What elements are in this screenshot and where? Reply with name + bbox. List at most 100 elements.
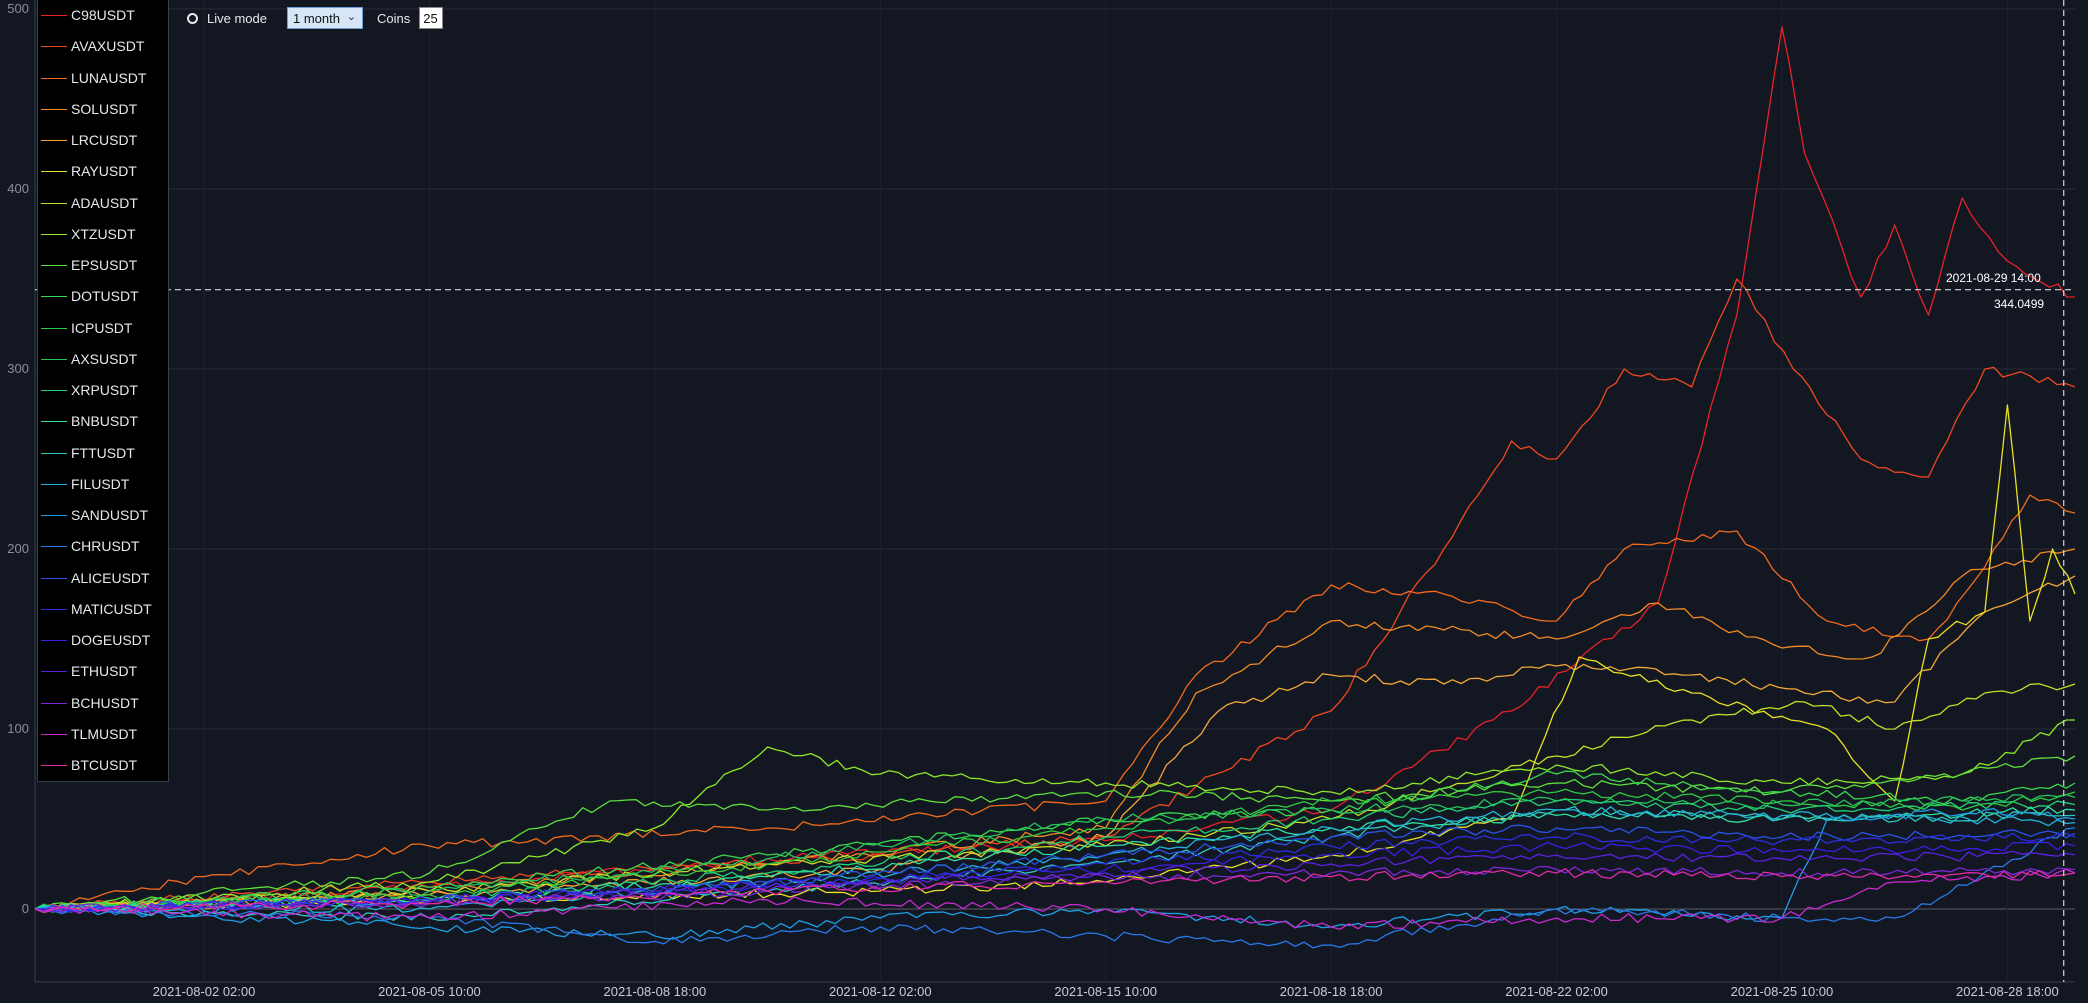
legend-item[interactable]: FILUSDT [38, 469, 168, 500]
legend-item[interactable]: C98USDT [38, 0, 168, 31]
chart-series [34, 26, 2076, 949]
legend-swatch [41, 577, 67, 579]
legend-swatch [41, 483, 67, 485]
y-tick-label: 200 [7, 541, 29, 556]
legend-label: CHRUSDT [71, 538, 140, 555]
legend-swatch [41, 233, 67, 235]
coins-label: Coins [376, 10, 411, 26]
legend-label: LRCUSDT [71, 132, 138, 148]
series-line [34, 850, 2076, 913]
legend-swatch [41, 202, 67, 204]
legend-swatch [41, 108, 67, 110]
x-tick-label: 2021-08-12 02:00 [829, 984, 932, 999]
legend-label: SANDUSDT [71, 507, 149, 523]
crosshair-time-label: 2021-08-29 14:00 [1946, 271, 2041, 285]
legend-item[interactable]: DOGEUSDT [38, 625, 168, 656]
legend-swatch [41, 671, 67, 673]
legend-label: XRPUSDT [71, 382, 138, 398]
live-mode-radio[interactable] [187, 12, 198, 24]
series-line [34, 865, 2076, 914]
legend-item[interactable]: XTZUSDT [38, 219, 168, 250]
legend-item[interactable]: RAYUSDT [38, 156, 168, 187]
legend-label: MATICUSDT [71, 600, 152, 617]
x-tick-label: 2021-08-05 10:00 [378, 984, 481, 999]
legend-label: BCHUSDT [71, 694, 139, 711]
legend-swatch [41, 265, 67, 266]
chart-grid [34, 0, 2075, 983]
series-line [34, 755, 2076, 912]
coins-input[interactable]: 25 [419, 7, 444, 29]
legend-label: TLMUSDT [71, 725, 138, 742]
y-tick-label: 0 [22, 901, 29, 916]
legend-item[interactable]: SOLUSDT [38, 94, 168, 125]
legend-item[interactable]: XRPUSDT [38, 375, 168, 406]
legend-swatch [41, 733, 67, 735]
crosshair-value-label: 344.0499 [1994, 297, 2045, 311]
legend-label: XTZUSDT [71, 225, 136, 242]
x-tick-label: 2021-08-25 10:00 [1731, 984, 1834, 999]
legend-label: EPSUSDT [71, 257, 138, 273]
legend-swatch [41, 77, 67, 79]
legend-item[interactable]: BTCUSDT [38, 750, 168, 781]
series-line [34, 548, 2076, 912]
y-tick-label: 300 [7, 361, 29, 376]
series-line [34, 278, 2076, 910]
legend-swatch [41, 421, 67, 423]
y-tick-label: 500 [7, 1, 29, 16]
legend-item[interactable]: TLMUSDT [38, 719, 168, 750]
legend-item[interactable]: ETHUSDT [38, 656, 168, 687]
crosshair [35, 0, 2075, 982]
legend-item[interactable]: EPSUSDT [38, 250, 168, 281]
y-tick-label: 100 [7, 721, 29, 736]
legend-label: RAYUSDT [71, 163, 137, 180]
legend-item[interactable]: FTTUSDT [38, 438, 168, 469]
legend-label: ETHUSDT [71, 663, 138, 680]
legend-label: SOLUSDT [71, 100, 138, 117]
legend-item[interactable]: ALICEUSDT [38, 563, 168, 594]
legend-item[interactable]: AXSUSDT [38, 344, 168, 375]
legend-label: DOGEUSDT [71, 632, 151, 648]
legend-item[interactable]: BCHUSDT [38, 688, 168, 719]
period-select-value: 1 month [292, 10, 340, 26]
x-axis-ticks: 2021-08-02 02:00 2021-08-05 10:00 2021-08-… [153, 984, 2059, 999]
legend-item[interactable]: CHRUSDT [38, 531, 168, 562]
legend-label: ALICEUSDT [71, 569, 150, 586]
legend-swatch [41, 296, 67, 298]
series-line [34, 808, 2076, 940]
legend-item[interactable]: LRCUSDT [38, 125, 168, 156]
legend-label: BNBUSDT [71, 413, 138, 430]
legend-swatch [41, 765, 67, 766]
legend-item[interactable]: LUNAUSDT [38, 63, 168, 94]
x-tick-label: 2021-08-08 18:00 [604, 984, 707, 999]
legend-swatch [41, 515, 67, 516]
legend-swatch [41, 46, 67, 48]
legend-item[interactable]: ADAUSDT [38, 188, 168, 219]
x-tick-label: 2021-08-18 18:00 [1280, 984, 1383, 999]
legend-item[interactable]: DOTUSDT [38, 281, 168, 312]
legend-label: ICPUSDT [71, 319, 133, 336]
legend-item[interactable]: AVAXUSDT [38, 31, 168, 62]
series-line [34, 806, 2076, 914]
series-line [34, 832, 2076, 913]
legend-label: ADAUSDT [71, 194, 138, 211]
legend-item[interactable]: SANDUSDT [38, 500, 168, 531]
series-line [34, 575, 2076, 914]
x-tick-label: 2021-08-02 02:00 [153, 984, 256, 999]
legend-swatch [41, 358, 67, 360]
x-tick-label: 2021-08-28 18:00 [1956, 984, 2059, 999]
legend-label: DOTUSDT [71, 288, 139, 305]
legend-label: AVAXUSDT [71, 38, 145, 55]
legend-swatch [41, 640, 67, 641]
series-line [34, 798, 2076, 913]
legend: C98USDT AVAXUSDT LUNAUSDT SOLUSDT LRCUSDT RAY… [37, 0, 169, 782]
toolbar: Live mode 1 month ⌄ Coins 25 [187, 6, 444, 30]
period-select[interactable]: 1 month ⌄ [286, 7, 363, 29]
legend-label: LUNAUSDT [71, 69, 147, 86]
legend-item[interactable]: BNBUSDT [38, 406, 168, 437]
live-mode-label: Live mode [207, 10, 267, 26]
legend-item[interactable]: MATICUSDT [38, 594, 168, 625]
series-line [34, 26, 2076, 912]
legend-item[interactable]: ICPUSDT [38, 313, 168, 344]
legend-swatch [41, 608, 67, 610]
